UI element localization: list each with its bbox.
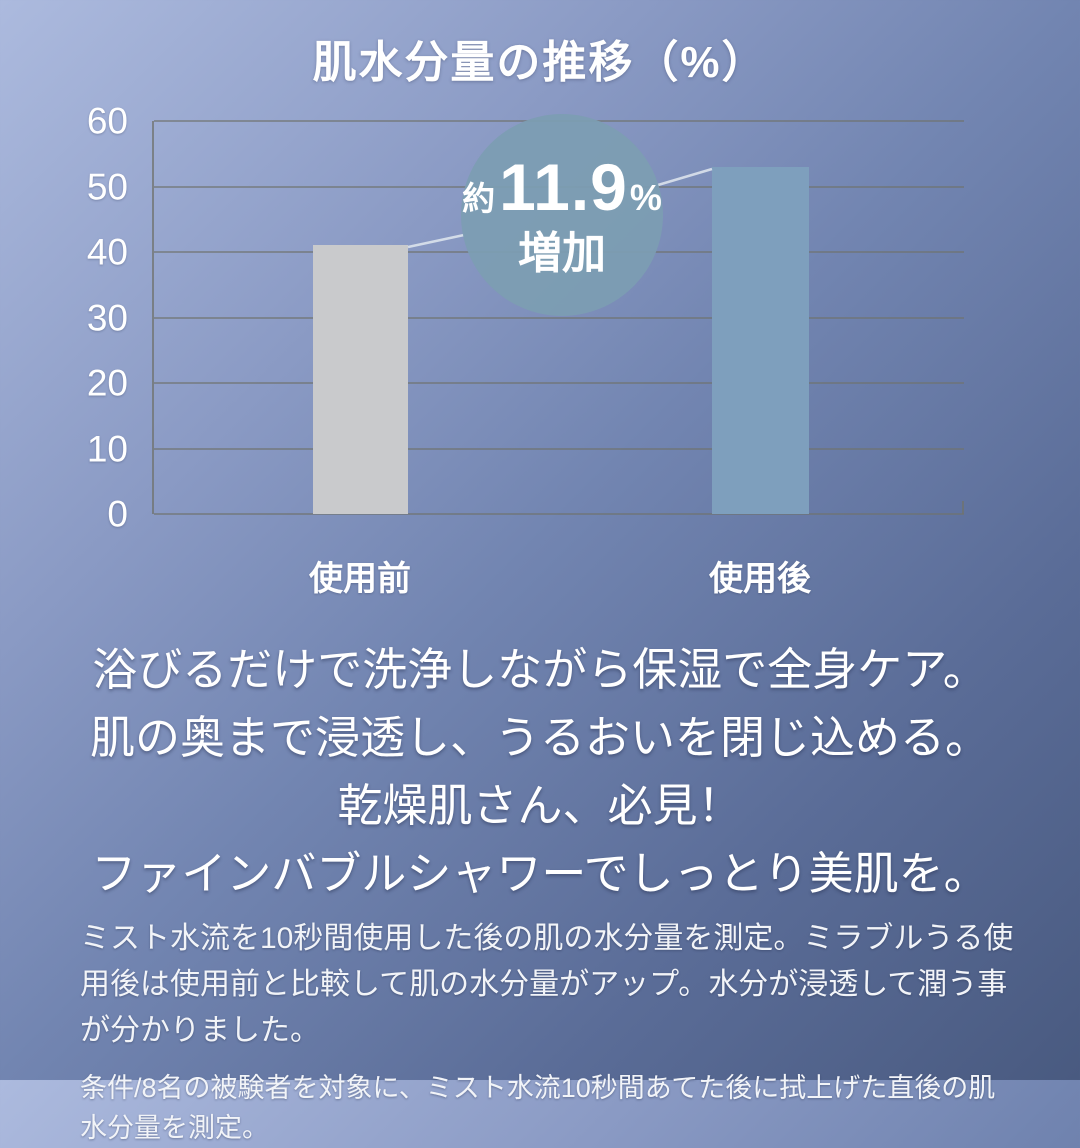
copy-line-2: 肌の奥まで浸透し、うるおいを閉じ込める。 (89, 713, 990, 763)
plot-area: 約 11.9 % 増加 使用前 使用後 (152, 114, 964, 598)
footnotes: ミスト水流を10秒間使用した後の肌の水分量を測定。ミラブルうる使用後は使用前と比… (80, 916, 1015, 1148)
category-label-before: 使用前 (309, 560, 411, 598)
increase-callout-bubble: 約 11.9 % 増加 (461, 114, 663, 316)
y-tick-label-60: 60 (86, 100, 128, 142)
bubble-connector-lines (407, 167, 713, 249)
increase-value: 11.9 (499, 150, 628, 224)
y-tick-label-20: 20 (86, 362, 128, 404)
y-tick-label-0: 0 (107, 493, 128, 535)
marketing-copy: 浴びるだけで洗浄しながら保湿で全身ケア。 肌の奥まで浸透し、うるおいを閉じ込める… (0, 636, 1080, 908)
y-tick-label-10: 10 (86, 428, 128, 470)
approx-prefix: 約 (462, 180, 496, 217)
increase-value-row: 約 11.9 % (462, 154, 662, 220)
bar-before-use (313, 245, 408, 514)
moisture-bar-chart: 0 10 20 30 40 50 60 約 11.9 % 増加 使用前 使用後 (0, 100, 1080, 598)
category-label-after: 使用後 (709, 560, 811, 598)
bar-after-use (712, 166, 809, 514)
footnote-measurement: ミスト水流を10秒間使用した後の肌の水分量を測定。ミラブルうる使用後は使用前と比… (80, 922, 1014, 1047)
y-axis-ticks: 0 10 20 30 40 50 60 (0, 103, 140, 533)
increase-label: 増加 (518, 229, 606, 278)
copy-line-3: 乾燥肌さん、必見！ (337, 781, 743, 831)
footnote-conditions: 条件/8名の被験者を対象に、ミスト水流10秒間あてた後に拭上げた直後の肌水分量を… (80, 1073, 996, 1143)
x-axis-end-tick (962, 501, 964, 514)
gridline-20 (154, 382, 964, 385)
copy-line-4: ファインバブルシャワーでしっとり美肌を。 (91, 849, 989, 899)
page-title: 肌水分量の推移（%） (312, 38, 768, 87)
y-tick-label-40: 40 (86, 231, 128, 273)
copy-line-1: 浴びるだけで洗浄しながら保湿で全身ケア。 (92, 645, 988, 695)
gridline-0 (154, 513, 964, 515)
y-tick-label-30: 30 (86, 297, 128, 338)
gridline-10 (154, 447, 964, 450)
y-tick-label-50: 50 (86, 166, 128, 207)
gridline-30 (154, 316, 964, 319)
percent-sign: % (629, 177, 662, 218)
